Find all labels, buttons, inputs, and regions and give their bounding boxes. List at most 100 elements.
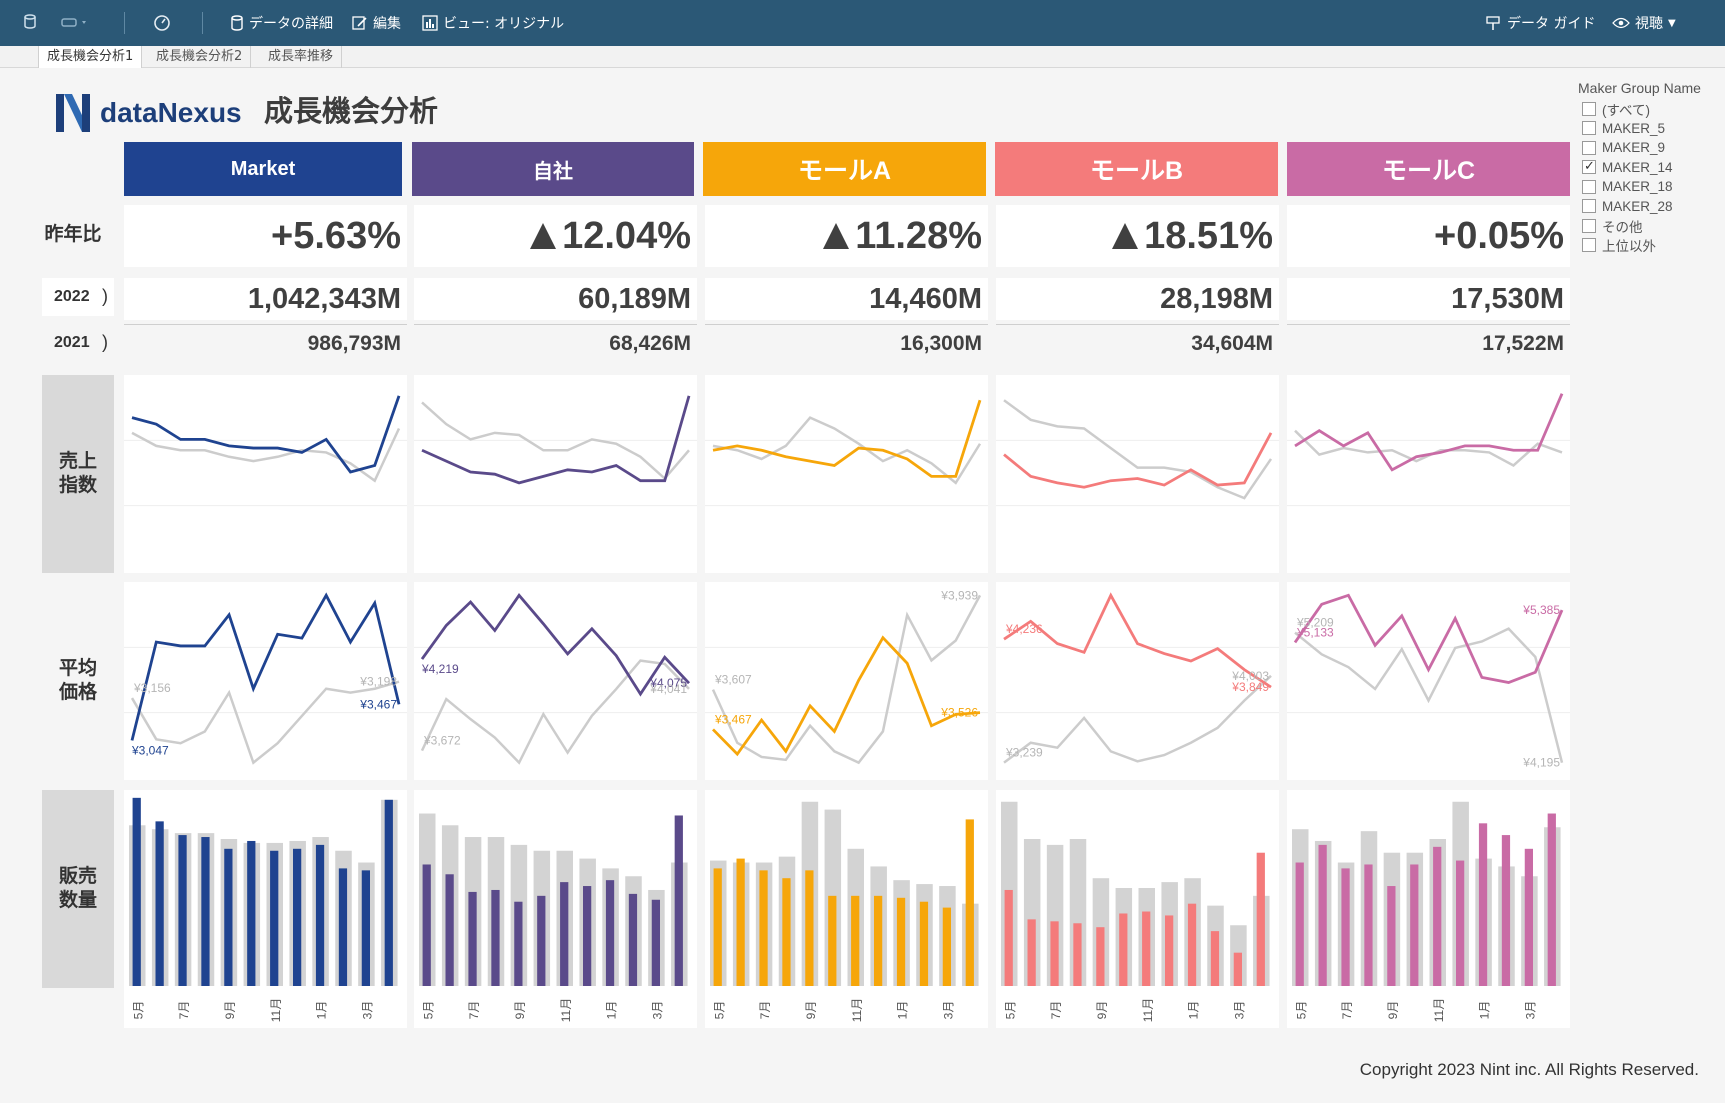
qty-bar-current [247, 840, 256, 986]
filter-option[interactable]: 上位以外 [1578, 236, 1718, 256]
series-current-line [131, 395, 401, 474]
checkbox[interactable] [1582, 179, 1596, 194]
row-label-sales-qty: 販売 数量 [42, 790, 114, 988]
sales-qty-chart: 5月 7月 9月 11月 1月 3月 [1287, 790, 1570, 1028]
qty-bar-current [1050, 921, 1059, 986]
qty-bar-current [224, 848, 233, 986]
qty-bar-current [155, 821, 164, 986]
sales-index-chart [705, 375, 988, 573]
sheet-tabs: 成長機会分析1 成長機会分析2 成長率推移 [0, 46, 1725, 68]
checkbox[interactable] [1582, 158, 1596, 175]
qty-bar-current [965, 819, 974, 986]
checkbox[interactable] [1582, 238, 1596, 253]
data-detail-button[interactable]: データの詳細 [230, 13, 333, 33]
filter-option-label: MAKER_28 [1602, 198, 1673, 214]
sales-qty-chart-svg: 5月 7月 9月 11月 1月 3月 [710, 801, 979, 1022]
year-2021-toggle[interactable]: 2021 ) [42, 324, 114, 362]
filter-options: (すべて) MAKER_5 MAKER_9 MAKER_14 MAKER_18 MAKER… [1578, 99, 1718, 255]
x-tick-label: 5月 [131, 1001, 145, 1020]
qty-bar-current [1004, 889, 1013, 986]
datanexus-logo-icon [56, 94, 90, 132]
column-header-mall-b: モールB [995, 142, 1278, 196]
paren-icon: ) [102, 332, 108, 352]
tab-growth-1[interactable]: 成長機会分析1 [38, 46, 143, 68]
data-guide-button[interactable]: データ ガイド [1486, 13, 1595, 33]
series-current-line [1003, 432, 1273, 489]
sales-qty-chart: 5月 7月 9月 11月 1月 3月 [996, 790, 1279, 1028]
series-prev-line [130, 680, 400, 765]
edit-icon [352, 16, 367, 30]
year-2022-toggle[interactable]: 2022 ) [42, 278, 114, 316]
row-label-sales-index: 売上 指数 [42, 375, 114, 573]
yoy-text: 18.51% [1144, 214, 1273, 257]
x-tick-label: 11月 [1141, 998, 1155, 1022]
avg-price-chart: ¥3,467 ¥3,526 ¥3,607 ¥3,939 [705, 582, 988, 780]
sales-index-chart [1287, 375, 1570, 573]
filter-option[interactable]: MAKER_14 [1578, 158, 1718, 178]
qty-bar-current [1318, 844, 1327, 986]
sales-index-chart-svg [1287, 393, 1570, 507]
qty-bar-current [293, 848, 302, 986]
filter-option-label: (すべて) [1602, 102, 1651, 118]
tab-growth-rate[interactable]: 成長率推移 [260, 46, 343, 68]
checkbox[interactable] [1582, 121, 1596, 136]
qty-bar-current [422, 864, 431, 986]
avg-price-chart-svg: ¥5,133 ¥5,385 ¥5,209 ¥4,195 [1287, 593, 1570, 770]
price-data-label: ¥4,041 [649, 682, 687, 696]
series-current-line [421, 395, 691, 485]
x-tick-label: 3月 [360, 1001, 374, 1020]
price-data-label: ¥4,219 [421, 662, 459, 676]
checkbox[interactable] [1582, 199, 1596, 214]
view-button[interactable]: ビュー: オリジナル [422, 13, 564, 33]
filter-option-label: MAKER_5 [1602, 120, 1666, 136]
maker-group-filter: Maker Group Name (すべて) MAKER_5 MAKER_9 MAKE… [1578, 80, 1718, 255]
avg-price-chart: ¥5,133 ¥5,385 ¥5,209 ¥4,195 [1287, 582, 1570, 780]
series-prev-line [1003, 674, 1272, 764]
price-data-label: ¥3,239 [1005, 746, 1043, 760]
refresh-icon[interactable] [152, 13, 172, 33]
value-2021: 34,604M [996, 324, 1279, 362]
checkbox[interactable] [1582, 101, 1596, 116]
qty-bar-current [1433, 846, 1442, 986]
yoy-text: 12.04% [562, 214, 691, 257]
filter-option[interactable]: MAKER_28 [1578, 197, 1718, 217]
data-detail-label: データの詳細 [249, 16, 333, 32]
edit-button[interactable]: 編集 [352, 13, 401, 33]
datasource-icon[interactable] [22, 13, 40, 31]
avg-price-chart: ¥4,219 ¥4,075 ¥3,672 ¥4,041 [414, 582, 697, 780]
sales-qty-chart-svg: 5月 7月 9月 11月 1月 3月 [129, 797, 398, 1022]
x-tick-label: 1月 [1478, 1001, 1492, 1020]
avg-price-chart-svg: ¥4,236 ¥3,849 ¥3,239 ¥4,003 [996, 592, 1279, 764]
watch-button[interactable]: 視聴 ▼ [1612, 13, 1676, 33]
sales-index-chart [414, 375, 697, 573]
sales-qty-chart-svg: 5月 7月 9月 11月 1月 3月 [1292, 801, 1561, 1022]
filter-option[interactable]: その他 [1578, 216, 1718, 236]
filter-option[interactable]: MAKER_18 [1578, 177, 1718, 197]
sales-index-chart-svg [996, 399, 1279, 507]
qty-bar-current [1364, 864, 1373, 986]
x-tick-label: 5月 [1003, 1001, 1017, 1020]
value-2021: 68,426M [414, 324, 697, 362]
qty-bar-current [1142, 911, 1151, 986]
x-tick-label: 1月 [896, 1001, 910, 1020]
qty-bar-current [270, 850, 279, 986]
checkbox[interactable] [1582, 140, 1596, 155]
qty-bar-current [713, 868, 722, 986]
checkbox[interactable] [1582, 218, 1596, 233]
qty-bar-current [1027, 919, 1036, 986]
qty-bar-current [1165, 915, 1174, 986]
price-data-label: ¥4,195 [1522, 756, 1560, 770]
qty-bar-current [851, 895, 860, 986]
filter-option[interactable]: (すべて) [1578, 99, 1718, 119]
x-tick-label: 9月 [804, 1001, 818, 1020]
qty-bar-current [828, 895, 837, 986]
eye-icon [1612, 17, 1630, 29]
qty-bar-current [674, 815, 683, 986]
series-current-line [420, 593, 691, 697]
tab-growth-2[interactable]: 成長機会分析2 [148, 46, 252, 68]
filter-option[interactable]: MAKER_5 [1578, 119, 1718, 139]
x-tick-label: 9月 [223, 1001, 237, 1020]
filter-option[interactable]: MAKER_9 [1578, 138, 1718, 158]
top-toolbar: データの詳細 編集 ビュー: オリジナル データ ガイド 視聴 ▼ [0, 0, 1725, 46]
redo-icon[interactable] [60, 13, 90, 31]
